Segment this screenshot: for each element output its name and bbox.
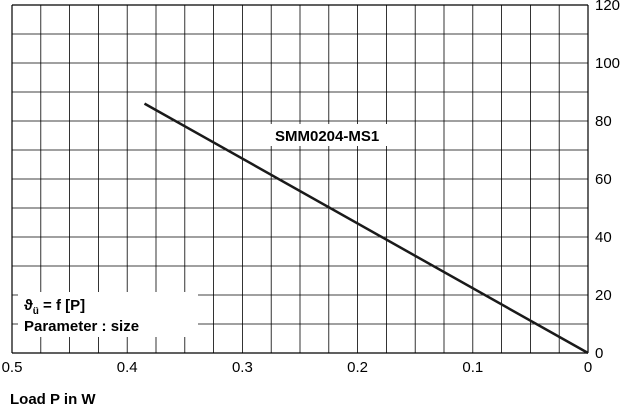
tick-labels: 0.5 0.4 0.3 0.2 0.1 00 20 40 60 80 100 120 bbox=[2, 0, 620, 376]
x-tick-label: 0.5 bbox=[2, 359, 23, 376]
formula-subscript: ü bbox=[33, 306, 39, 317]
annotation-background bbox=[18, 292, 198, 337]
x-tick-label: 0.3 bbox=[232, 359, 253, 376]
x-tick-label: 0.2 bbox=[347, 359, 368, 376]
y-tick-label: 20 bbox=[595, 287, 612, 304]
y-tick-label: 120 bbox=[595, 0, 620, 14]
formula-rest: = f [P] bbox=[39, 297, 85, 314]
y-tick-label: 40 bbox=[595, 229, 612, 246]
y-tick-label: 60 bbox=[595, 171, 612, 188]
x-tick-label: 0 bbox=[584, 359, 592, 376]
x-tick-label: 0.1 bbox=[462, 359, 483, 376]
formula-annotation: ϑü = f [P] bbox=[24, 297, 85, 317]
parameter-annotation: Parameter : size bbox=[24, 318, 139, 335]
series-label-background bbox=[270, 124, 390, 146]
grid bbox=[11, 4, 589, 354]
series-line bbox=[143, 102, 589, 355]
y-tick-label: 0 bbox=[595, 345, 603, 362]
series-label: SMM0204-MS1 bbox=[275, 128, 379, 145]
formula-symbol: ϑ bbox=[24, 297, 33, 314]
y-tick-label: 80 bbox=[595, 113, 612, 130]
x-axis-label: Load P in W bbox=[10, 391, 96, 408]
x-tick-label: 0.4 bbox=[117, 359, 138, 376]
y-tick-label: 100 bbox=[595, 55, 620, 72]
series-group bbox=[143, 102, 589, 355]
